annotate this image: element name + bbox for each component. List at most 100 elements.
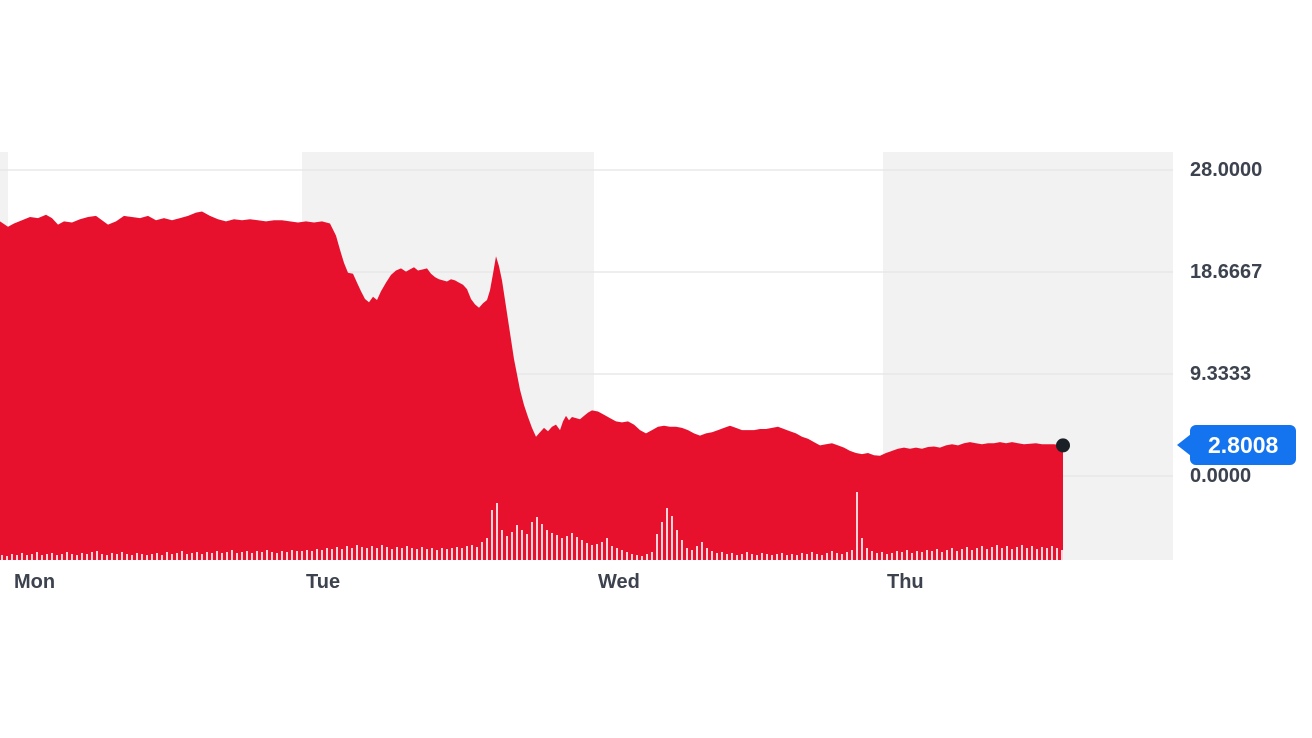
volume-bar bbox=[151, 554, 153, 560]
volume-bar bbox=[521, 530, 523, 560]
volume-bar bbox=[36, 552, 38, 560]
volume-bar bbox=[176, 553, 178, 560]
volume-bar bbox=[671, 516, 673, 560]
volume-bar bbox=[336, 547, 338, 560]
volume-bar bbox=[736, 555, 738, 560]
y-axis-tick-label: 28.0000 bbox=[1190, 158, 1263, 181]
volume-bar bbox=[206, 552, 208, 560]
volume-bar bbox=[881, 552, 883, 560]
volume-bar bbox=[276, 553, 278, 560]
volume-bar bbox=[956, 551, 958, 560]
volume-bar bbox=[811, 552, 813, 560]
volume-bar bbox=[851, 550, 853, 560]
volume-bar bbox=[16, 555, 18, 560]
volume-bar bbox=[211, 553, 213, 560]
volume-bar bbox=[326, 548, 328, 560]
volume-bar bbox=[426, 549, 428, 560]
volume-bar bbox=[601, 542, 603, 560]
volume-bar bbox=[646, 554, 648, 560]
volume-bar bbox=[441, 548, 443, 560]
volume-bar bbox=[526, 534, 528, 560]
x-axis-day-label: Thu bbox=[887, 571, 924, 593]
volume-bar bbox=[486, 538, 488, 560]
volume-bar bbox=[396, 547, 398, 560]
volume-bar bbox=[261, 552, 263, 560]
volume-bar bbox=[216, 551, 218, 560]
volume-bar bbox=[271, 552, 273, 560]
volume-bar bbox=[1026, 548, 1028, 560]
volume-bar bbox=[301, 551, 303, 560]
volume-bar bbox=[381, 545, 383, 560]
volume-bar bbox=[406, 546, 408, 560]
volume-bar bbox=[31, 554, 33, 560]
volume-bar bbox=[796, 555, 798, 560]
volume-bar bbox=[606, 538, 608, 560]
volume-bar bbox=[41, 555, 43, 560]
y-axis-tick-label: 18.6667 bbox=[1190, 260, 1263, 283]
volume-bar bbox=[826, 553, 828, 560]
volume-bar bbox=[481, 542, 483, 560]
volume-bar bbox=[281, 551, 283, 560]
volume-bar bbox=[1001, 548, 1003, 560]
volume-bar bbox=[991, 547, 993, 560]
volume-bar bbox=[971, 550, 973, 560]
volume-bar bbox=[706, 548, 708, 560]
volume-bar bbox=[251, 553, 253, 560]
volume-bar bbox=[101, 554, 103, 560]
volume-bar bbox=[871, 551, 873, 560]
volume-bar bbox=[351, 548, 353, 560]
volume-bar bbox=[376, 548, 378, 560]
volume-bar bbox=[476, 547, 478, 560]
y-axis-tick-label: 0.0000 bbox=[1190, 465, 1252, 487]
last-price-value: 2.8008 bbox=[1208, 432, 1279, 459]
volume-bar bbox=[801, 553, 803, 560]
volume-bar bbox=[1061, 550, 1063, 560]
volume-bar bbox=[536, 517, 538, 560]
volume-bar bbox=[901, 552, 903, 560]
volume-bar bbox=[581, 540, 583, 560]
volume-bar bbox=[666, 508, 668, 560]
volume-bar bbox=[116, 554, 118, 560]
volume-bar bbox=[156, 553, 158, 560]
volume-bar bbox=[361, 547, 363, 560]
volume-bar bbox=[511, 532, 513, 560]
volume-bar bbox=[596, 544, 598, 560]
volume-bar bbox=[556, 535, 558, 560]
volume-bar bbox=[331, 549, 333, 560]
volume-bar bbox=[1056, 548, 1058, 560]
volume-bar bbox=[756, 555, 758, 560]
volume-bar bbox=[701, 542, 703, 560]
volume-bar bbox=[821, 555, 823, 560]
volume-bar bbox=[81, 553, 83, 560]
volume-bar bbox=[941, 552, 943, 560]
volume-bar bbox=[311, 551, 313, 560]
volume-bar bbox=[166, 552, 168, 560]
volume-bar bbox=[931, 551, 933, 560]
volume-bar bbox=[1041, 547, 1043, 560]
volume-bar bbox=[306, 550, 308, 560]
volume-bar bbox=[766, 554, 768, 560]
volume-bar bbox=[316, 549, 318, 560]
volume-bar bbox=[391, 549, 393, 560]
volume-bar bbox=[181, 551, 183, 560]
volume-bar bbox=[121, 552, 123, 560]
volume-bar bbox=[696, 546, 698, 560]
volume-bar bbox=[191, 553, 193, 560]
volume-bar bbox=[51, 553, 53, 560]
volume-bar bbox=[401, 548, 403, 560]
volume-bar bbox=[921, 552, 923, 560]
volume-bar bbox=[106, 555, 108, 560]
volume-bar bbox=[966, 547, 968, 560]
price-chart-svg[interactable] bbox=[0, 152, 1173, 560]
volume-bar bbox=[346, 546, 348, 560]
volume-bar bbox=[541, 524, 543, 560]
chart-plot-area[interactable] bbox=[0, 152, 1173, 560]
volume-bar bbox=[421, 547, 423, 560]
volume-bar bbox=[716, 553, 718, 560]
volume-bar bbox=[711, 551, 713, 560]
volume-bar bbox=[886, 554, 888, 560]
volume-bar bbox=[221, 553, 223, 560]
volume-bar bbox=[731, 553, 733, 560]
volume-bar bbox=[691, 550, 693, 560]
volume-bar bbox=[371, 546, 373, 560]
